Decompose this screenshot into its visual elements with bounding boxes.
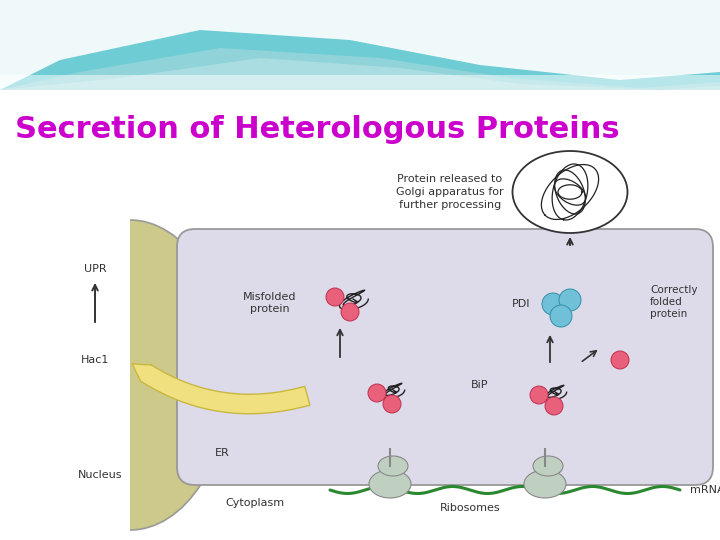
Polygon shape bbox=[0, 48, 720, 90]
Text: BiP: BiP bbox=[472, 380, 489, 390]
Ellipse shape bbox=[545, 397, 563, 415]
Text: Secretion of Heterologous Proteins: Secretion of Heterologous Proteins bbox=[15, 115, 620, 144]
Ellipse shape bbox=[559, 289, 581, 311]
Text: Misfolded
protein: Misfolded protein bbox=[243, 292, 297, 314]
Ellipse shape bbox=[611, 351, 629, 369]
Ellipse shape bbox=[368, 384, 386, 402]
Text: ER: ER bbox=[215, 448, 230, 458]
Ellipse shape bbox=[378, 456, 408, 476]
Text: Hac1: Hac1 bbox=[81, 355, 109, 365]
Text: Ribosomes: Ribosomes bbox=[440, 503, 500, 513]
Text: UPR: UPR bbox=[84, 264, 107, 274]
Ellipse shape bbox=[542, 293, 564, 315]
Ellipse shape bbox=[550, 305, 572, 327]
FancyArrowPatch shape bbox=[132, 363, 310, 414]
Text: mRNA: mRNA bbox=[690, 485, 720, 495]
Ellipse shape bbox=[513, 151, 628, 233]
Ellipse shape bbox=[383, 395, 401, 413]
Polygon shape bbox=[0, 0, 720, 90]
Ellipse shape bbox=[326, 288, 344, 306]
Ellipse shape bbox=[524, 470, 566, 498]
Ellipse shape bbox=[369, 470, 411, 498]
Text: Correctly
folded
protein: Correctly folded protein bbox=[650, 286, 698, 319]
Polygon shape bbox=[0, 75, 720, 90]
Ellipse shape bbox=[341, 303, 359, 321]
Text: PDI: PDI bbox=[511, 299, 530, 309]
Ellipse shape bbox=[30, 220, 230, 530]
Polygon shape bbox=[0, 0, 720, 90]
Text: Protein released to
Golgi apparatus for
further processing: Protein released to Golgi apparatus for … bbox=[396, 174, 504, 210]
Text: Nucleus: Nucleus bbox=[78, 470, 122, 480]
Polygon shape bbox=[0, 58, 720, 90]
Bar bbox=[0, 90, 720, 540]
Ellipse shape bbox=[530, 386, 548, 404]
Bar bbox=[0, 150, 130, 540]
Ellipse shape bbox=[533, 456, 563, 476]
Text: Cytoplasm: Cytoplasm bbox=[225, 498, 284, 508]
FancyBboxPatch shape bbox=[177, 229, 713, 485]
